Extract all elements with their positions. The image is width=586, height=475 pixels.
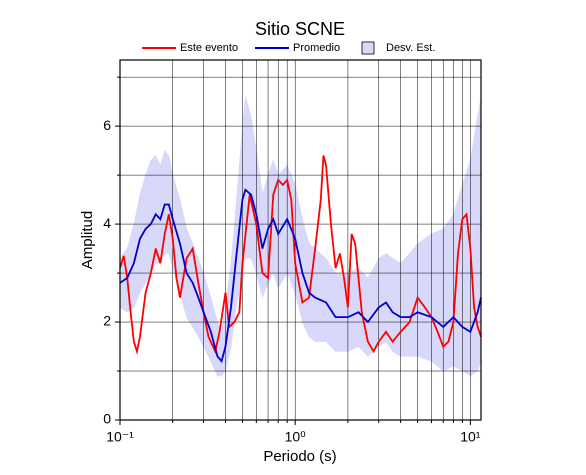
legend-swatch	[361, 41, 375, 55]
y-tick-label: 2	[103, 313, 111, 329]
std-band	[442, 213, 454, 372]
std-band	[145, 160, 152, 283]
y-axis-label: Amplitud	[79, 211, 96, 269]
std-band	[400, 252, 410, 357]
y-tick-label: 0	[103, 411, 111, 427]
std-band	[470, 116, 478, 377]
x-tick-label: 10⁰	[285, 429, 307, 445]
x-tick-label: 10⁻¹	[106, 429, 134, 445]
y-tick-label: 6	[103, 117, 111, 133]
series-line	[119, 188, 482, 364]
series-line	[119, 155, 482, 356]
std-band	[164, 149, 170, 254]
legend-label: Desv. Est.	[386, 42, 435, 54]
std-band	[431, 228, 444, 372]
x-axis-label: Periodo (s)	[263, 448, 336, 465]
std-band	[417, 233, 432, 362]
std-band	[314, 247, 327, 342]
std-band	[462, 160, 471, 377]
std-band	[126, 224, 135, 313]
chart-title: Sitio SCNE	[255, 19, 345, 39]
y-tick-label: 4	[103, 215, 111, 231]
legend-label: Promedio	[293, 42, 340, 54]
x-tick-label: 10¹	[460, 429, 481, 445]
plot-frame	[119, 59, 482, 421]
legend-label: Este evento	[180, 42, 238, 54]
std-band	[358, 267, 369, 358]
std-band	[155, 155, 161, 264]
std-band	[453, 184, 463, 372]
std-band	[335, 272, 349, 352]
